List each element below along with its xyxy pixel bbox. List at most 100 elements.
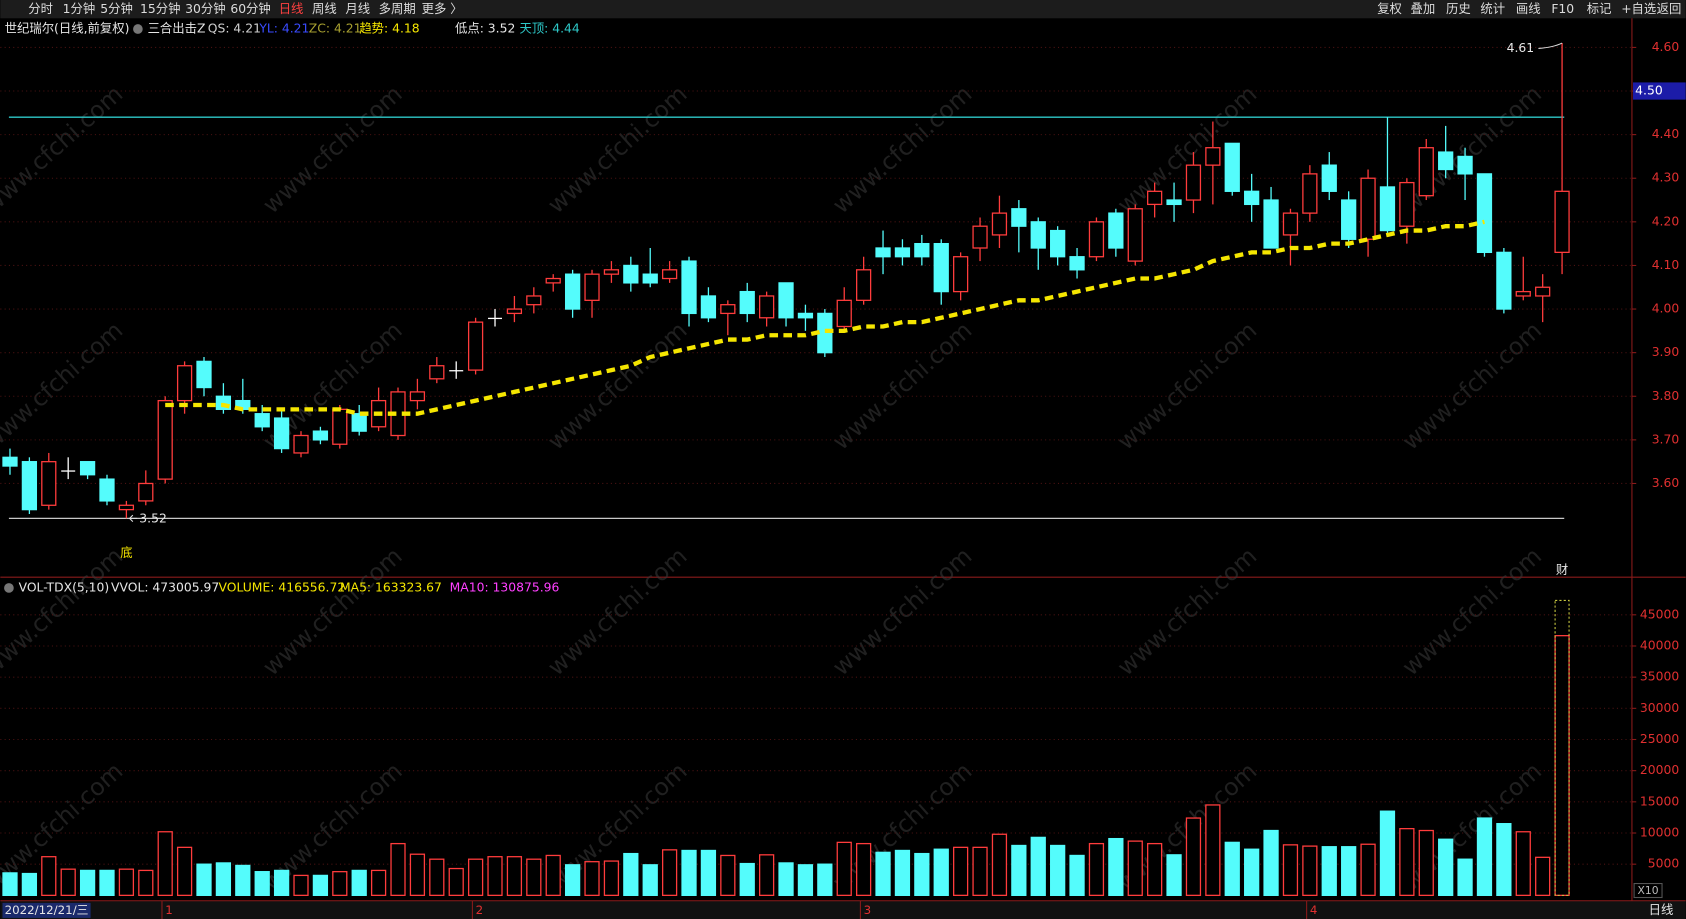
toolbar-item[interactable]: 多周期 bbox=[379, 2, 416, 16]
volume-bar bbox=[1108, 837, 1124, 896]
indicator-icon[interactable] bbox=[133, 24, 143, 34]
toolbar-item[interactable]: 30分钟 bbox=[185, 1, 225, 16]
candle-body bbox=[79, 461, 96, 476]
candle-body bbox=[99, 478, 115, 502]
toolbar-item[interactable]: 60分钟 bbox=[230, 1, 270, 16]
volume-bar bbox=[914, 852, 930, 896]
volume-bar bbox=[661, 849, 678, 896]
trend-value: 趋势: 4.18 bbox=[359, 22, 419, 36]
candle-body bbox=[1554, 190, 1570, 254]
volume-bar bbox=[700, 849, 717, 896]
volume-bar bbox=[1554, 635, 1570, 896]
price-marker bbox=[1633, 82, 1686, 100]
indicator-name: 三合出击Z bbox=[148, 21, 206, 36]
volume-bar bbox=[1399, 828, 1415, 896]
candle-body bbox=[176, 365, 193, 402]
toolbar-item[interactable]: 画线 bbox=[1516, 2, 1541, 16]
toolbar-item[interactable]: F10 bbox=[1551, 2, 1574, 16]
toolbar-item[interactable]: 分时 bbox=[28, 2, 53, 16]
volume-bar bbox=[1069, 854, 1085, 896]
y-tick-label: 5000 bbox=[1648, 857, 1680, 871]
volume-bar bbox=[1418, 829, 1434, 896]
candle-body bbox=[41, 461, 57, 506]
volume-icon[interactable] bbox=[4, 583, 14, 593]
candle-body bbox=[584, 273, 600, 301]
candle-body bbox=[700, 295, 717, 319]
candle-body bbox=[603, 269, 620, 275]
volume-bar bbox=[953, 846, 969, 896]
volume-bar bbox=[739, 862, 755, 896]
vvol-outline bbox=[1554, 599, 1570, 896]
candle-body bbox=[1535, 286, 1551, 297]
toolbar-item[interactable]: 5分钟 bbox=[100, 1, 133, 16]
candle-body bbox=[506, 308, 523, 315]
toolbar-item[interactable]: 日线 bbox=[279, 2, 304, 16]
candle-body bbox=[1438, 151, 1454, 171]
y-tick-label: 3.90 bbox=[1652, 345, 1680, 359]
toolbar-item[interactable]: 15分钟 bbox=[140, 1, 180, 16]
trend-line bbox=[165, 219, 1485, 416]
candle-body bbox=[661, 269, 678, 280]
candle-body bbox=[1302, 173, 1318, 214]
candle-body bbox=[739, 290, 755, 315]
candle-body bbox=[21, 461, 38, 511]
low-arrow bbox=[128, 514, 138, 522]
candle-body bbox=[759, 295, 775, 319]
candle-body bbox=[1379, 186, 1396, 232]
toolbar-item[interactable]: 标记 bbox=[1587, 2, 1612, 16]
candle-body bbox=[991, 212, 1008, 236]
volume-bar bbox=[1282, 844, 1299, 896]
volume-bar bbox=[1127, 840, 1143, 896]
candle-body bbox=[1127, 208, 1143, 262]
volume-bar bbox=[99, 869, 115, 896]
candle-body bbox=[449, 370, 464, 372]
candle-body bbox=[1244, 190, 1260, 206]
candle-body bbox=[1399, 181, 1415, 227]
toolbar-item[interactable]: 返回 bbox=[1657, 2, 1682, 16]
volume-bar bbox=[1379, 810, 1396, 896]
toolbar-item[interactable]: 历史 bbox=[1446, 2, 1471, 16]
candle-body bbox=[2, 456, 18, 467]
x-tick-label: 4 bbox=[1310, 903, 1318, 917]
volume-bar bbox=[1088, 842, 1105, 896]
y-tick-label: 25000 bbox=[1640, 732, 1679, 746]
candle-body bbox=[61, 470, 76, 472]
candle-body bbox=[254, 413, 270, 428]
volume-bar bbox=[235, 864, 251, 896]
candle-body bbox=[273, 417, 290, 450]
volume-bar bbox=[1011, 844, 1027, 896]
toolbar-item[interactable]: 1分钟 bbox=[63, 1, 96, 16]
toolbar-item[interactable]: 更多 〉 bbox=[422, 2, 463, 16]
volume-indicator: VOL-TDX(5,10) bbox=[19, 580, 110, 594]
volume-bar bbox=[254, 871, 270, 896]
candle-body bbox=[894, 247, 911, 258]
finance-mark[interactable]: 财 bbox=[1556, 563, 1568, 577]
volume-bar bbox=[894, 849, 911, 896]
volume-bar bbox=[157, 831, 173, 896]
volume-bar bbox=[118, 868, 135, 896]
y-tick-label: 20000 bbox=[1640, 763, 1679, 777]
candle-body bbox=[196, 360, 212, 389]
toolbar-item[interactable]: 统计 bbox=[1480, 2, 1505, 16]
stock-title: 世纪瑞尔(日线,前复权) bbox=[5, 21, 130, 36]
volume-bar bbox=[2, 872, 18, 896]
toolbar-item[interactable]: 叠加 bbox=[1411, 2, 1436, 16]
volume-bar bbox=[1205, 804, 1221, 896]
volume-bar bbox=[448, 867, 464, 896]
candle-body bbox=[1263, 199, 1279, 249]
toolbar-item[interactable]: +自选 bbox=[1621, 2, 1656, 16]
candle-body bbox=[681, 260, 697, 315]
volume-bar bbox=[817, 863, 833, 896]
volume-bar bbox=[332, 871, 348, 896]
volume-bar bbox=[273, 869, 290, 896]
toolbar-item[interactable]: 周线 bbox=[312, 2, 337, 16]
candle-body bbox=[953, 256, 969, 293]
toolbar-item[interactable]: 复权 bbox=[1377, 2, 1402, 16]
candle-body bbox=[1088, 221, 1105, 258]
candle-body bbox=[1418, 147, 1434, 197]
candle-body bbox=[642, 273, 658, 284]
candle-body bbox=[488, 317, 503, 320]
toolbar-item[interactable]: 月线 bbox=[345, 2, 370, 16]
